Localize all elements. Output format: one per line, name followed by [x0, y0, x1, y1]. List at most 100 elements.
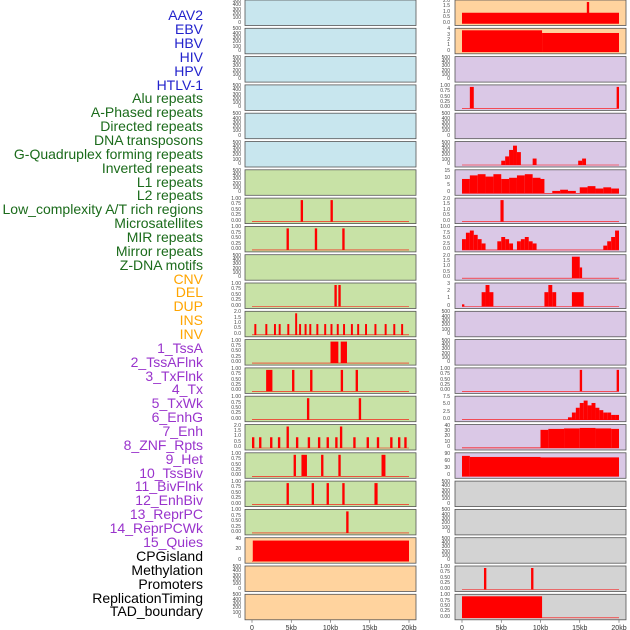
ytick-1-21-3: 0.25 — [440, 608, 450, 615]
ytick-1-1-2: 2 — [447, 37, 450, 44]
row-label-cpgisland: CPGisland — [136, 548, 203, 564]
ytick-0-18-4: 0.00 — [231, 528, 241, 535]
bar-0-19-0 — [252, 540, 409, 562]
ytick-1-19-5: 0 — [447, 557, 450, 564]
panel-bg-0-5 — [244, 141, 417, 168]
row-label-low-complexity: Low_complexity A/T rich regions — [2, 201, 204, 217]
ytick-0-12-4: 0.00 — [231, 359, 241, 366]
row-label-inv: INV — [179, 326, 203, 342]
bar-1-0-1 — [586, 2, 590, 24]
row-label-6-enhg: 6_EnhG — [151, 409, 203, 425]
panel-bg-1-4 — [454, 112, 627, 140]
ytick-1-10-2: 1 — [447, 295, 450, 302]
ytick-0-15-0: 2.0 — [234, 422, 241, 429]
ytick-0-11-2: 1.0 — [234, 320, 241, 327]
row-label-aav2: AAV2 — [168, 7, 203, 23]
ytick-1-3-4: 0.00 — [440, 104, 450, 111]
ytick-0-1-0: 500 — [232, 26, 241, 33]
bar-1-6-18 — [611, 188, 619, 194]
ytick-1-9-3: 0.5 — [443, 268, 450, 275]
ytick-1-19-3: 200 — [441, 548, 450, 555]
ytick-1-13-3: 0.25 — [440, 382, 450, 389]
ytick-0-5-2: 300 — [232, 148, 241, 155]
bar-1-14-1 — [571, 412, 576, 420]
row-label-mir: MIR repeats — [126, 229, 203, 245]
ytick-1-18-3: 200 — [441, 520, 450, 527]
bar-1-10-4 — [544, 292, 549, 307]
bar-0-14-1 — [358, 398, 362, 420]
ytick-0-3-1: 400 — [232, 87, 241, 94]
panel-bg-0-15 — [244, 424, 417, 451]
bar-0-11-11 — [330, 324, 333, 335]
ytick-0-5-5: 0 — [238, 161, 241, 167]
ytick-0-4-0: 500 — [232, 111, 241, 118]
row-label-z-dna: Z-DNA motifs — [119, 257, 203, 273]
ytick-0-14-1: 0.75 — [231, 399, 241, 406]
bar-1-15-6 — [611, 428, 619, 448]
row-label-14-reprpcwk: 14_ReprPCWk — [109, 520, 203, 536]
ytick-0-0-4: 100 — [232, 15, 241, 22]
bar-0-11-4 — [287, 324, 290, 335]
bar-0-13-3 — [340, 369, 344, 392]
bar-0-11-1 — [265, 324, 268, 335]
ytick-1-16-3: 0 — [447, 472, 450, 479]
bar-1-8-2 — [469, 230, 474, 250]
bar-0-11-3 — [278, 324, 281, 335]
bar-1-8-9 — [509, 243, 514, 250]
xtick-0-0: 0 — [250, 624, 254, 630]
ytick-0-6-5: 0 — [238, 189, 241, 196]
bar-1-8-17 — [611, 237, 616, 250]
row-label-inverted: Inverted repeats — [101, 160, 203, 176]
bar-0-11-12 — [336, 324, 339, 335]
ytick-1-6-0: 15 — [444, 167, 450, 174]
bar-1-14-3 — [579, 402, 584, 420]
ytick-0-21-4: 100 — [232, 609, 241, 616]
xtick-0-2: 10kb — [322, 624, 339, 630]
ytick-1-0-3: 0.5 — [443, 14, 450, 21]
ytick-1-12-5: 0 — [447, 359, 450, 366]
ytick-1-17-4: 100 — [441, 496, 450, 503]
bar-1-15-1 — [540, 429, 549, 448]
ytick-1-1-4: 0 — [447, 47, 450, 54]
ytick-1-16-1: 60 — [444, 457, 450, 464]
ytick-0-19-1: 20 — [235, 546, 241, 553]
ytick-0-6-4: 100 — [232, 185, 241, 191]
panel-bg-1-12 — [454, 339, 627, 366]
ytick-1-14-2: 2.5 — [443, 408, 450, 415]
ytick-1-3-0: 1.00 — [440, 82, 450, 89]
ytick-0-17-4: 0.00 — [231, 500, 241, 507]
bar-0-16-1 — [301, 454, 307, 477]
ytick-0-6-1: 400 — [232, 172, 241, 179]
bar-1-16-2 — [540, 457, 619, 477]
bar-0-11-5 — [295, 313, 298, 335]
ytick-1-7-4: 0.0 — [443, 217, 450, 224]
row-label-ins: INS — [179, 312, 203, 328]
ytick-0-11-1: 1.5 — [234, 314, 241, 321]
ytick-1-21-4: 0.00 — [440, 613, 450, 620]
ytick-1-5-3: 200 — [441, 152, 450, 159]
panel-bg-0-10 — [244, 282, 417, 309]
bar-1-14-4 — [583, 400, 588, 420]
ytick-1-19-2: 300 — [441, 544, 450, 551]
panel-bg-0-9 — [244, 254, 417, 281]
bar-0-11-20 — [401, 324, 404, 335]
ytick-0-1-2: 300 — [232, 34, 241, 41]
ytick-1-7-0: 2.0 — [443, 196, 450, 203]
ytick-0-7-2: 0.50 — [231, 206, 241, 213]
ytick-0-19-0: 40 — [235, 535, 241, 542]
ytick-0-3-2: 300 — [232, 91, 241, 98]
row-label-2-tssaflnk: 2_TssAFlnk — [130, 354, 203, 370]
ytick-1-18-5: 0 — [447, 528, 450, 535]
bar-1-8-10 — [516, 241, 521, 250]
panel-bg-0-20 — [244, 565, 417, 592]
bar-1-10-6 — [552, 292, 557, 307]
ytick-0-11-4: 0.0 — [234, 330, 241, 337]
row-label-methylation: Methylation — [131, 562, 203, 578]
ytick-1-15-3: 10 — [444, 438, 450, 445]
ytick-0-0-0: 500 — [232, 0, 241, 4]
ytick-1-14-3: 0.0 — [443, 415, 450, 422]
ytick-0-14-4: 0.00 — [231, 415, 241, 422]
ytick-1-0-0: 2.0 — [443, 0, 450, 4]
bar-0-15-10 — [339, 426, 343, 448]
ytick-0-5-3: 200 — [232, 152, 241, 159]
